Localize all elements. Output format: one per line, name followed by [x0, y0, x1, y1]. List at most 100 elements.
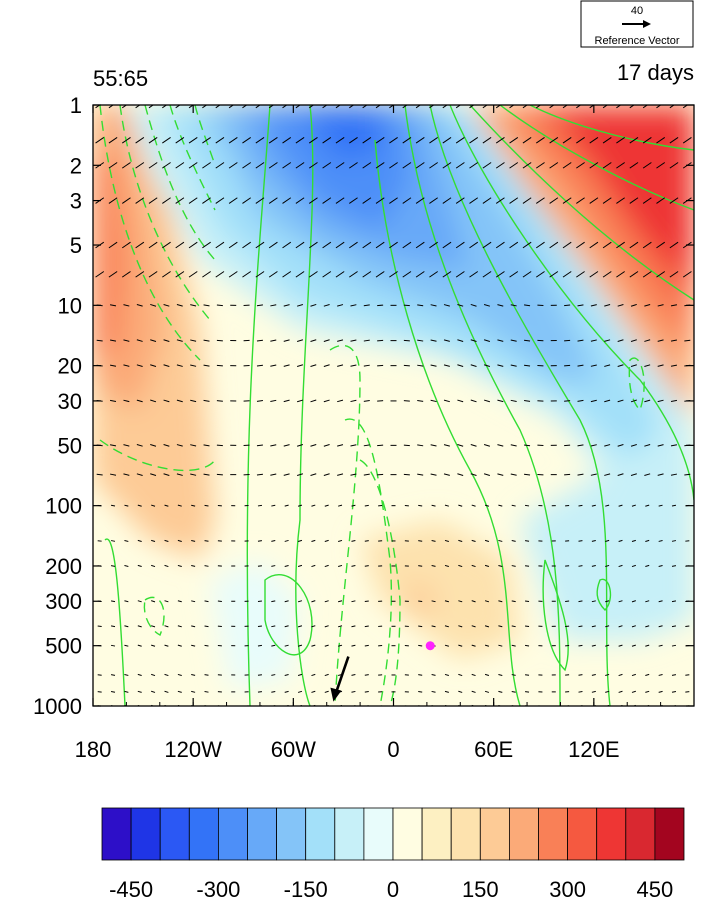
vector-arrow — [364, 644, 369, 647]
vector-arrow — [176, 473, 183, 476]
vector-arrow — [215, 271, 225, 278]
vector-arrow — [137, 600, 142, 603]
vector-arrow — [271, 674, 276, 676]
vector-arrow — [415, 241, 425, 249]
vector-arrow — [338, 564, 343, 567]
vector-arrow — [255, 137, 265, 144]
vector-arrow — [311, 539, 316, 543]
vector-arrow — [525, 540, 530, 542]
vector-arrow — [525, 644, 530, 647]
vector-arrow — [484, 600, 490, 603]
vector-arrow — [351, 625, 356, 628]
vector-arrow — [283, 339, 290, 342]
vector-arrow — [350, 473, 357, 476]
vector-arrow — [283, 399, 290, 403]
vector-arrow — [498, 690, 503, 693]
colorbar-swatch — [363, 807, 394, 861]
vector-arrow — [310, 443, 317, 447]
vector-arrow — [656, 162, 666, 169]
vector-arrow — [202, 162, 211, 169]
vector-arrow — [324, 600, 329, 603]
vector-arrow — [110, 565, 116, 567]
vector-arrow — [282, 271, 292, 278]
vector-arrow — [509, 197, 519, 204]
vector-arrow — [418, 691, 423, 693]
vector-arrow — [284, 644, 289, 647]
vector-arrow — [121, 197, 131, 204]
vector-arrow — [591, 565, 596, 567]
vector-arrow — [642, 162, 652, 169]
vector-arrow — [418, 625, 423, 628]
vector-arrow — [495, 137, 505, 144]
vector-arrow — [284, 504, 289, 507]
vector-arrow — [270, 364, 277, 367]
vector-arrow — [324, 673, 329, 677]
colorbar-tick-label: 300 — [549, 877, 586, 898]
vector-arrow — [577, 364, 584, 367]
vector-arrow — [188, 271, 198, 278]
vector-arrow — [629, 271, 639, 278]
vector-arrow — [255, 271, 265, 278]
vector-arrow — [337, 473, 344, 476]
vector-arrow — [164, 673, 169, 677]
location-marker — [425, 641, 435, 651]
vector-arrow — [191, 565, 196, 567]
x-tick-label: 120E — [568, 737, 619, 762]
vector-arrow — [137, 690, 142, 693]
vector-arrow — [177, 504, 182, 507]
vector-arrow — [590, 339, 597, 342]
vector-arrow — [109, 473, 117, 476]
y-tick-label: 2 — [70, 153, 82, 178]
vector-arrow — [631, 644, 636, 647]
vector-arrow — [190, 304, 197, 307]
vector-arrow — [497, 339, 504, 342]
vector-arrow — [682, 105, 689, 109]
vector-arrow — [121, 241, 131, 249]
vector-arrow — [216, 364, 223, 367]
vector-arrow — [482, 241, 492, 249]
vector-arrow — [522, 105, 528, 109]
vector-arrow — [682, 271, 692, 278]
title-left: 55:65 — [93, 66, 148, 91]
vector-arrow — [589, 197, 599, 204]
vector-arrow — [658, 565, 663, 567]
vector-arrow — [484, 673, 490, 677]
vector-arrow — [137, 644, 142, 647]
colorbar — [101, 807, 685, 861]
vector-arrow — [163, 399, 170, 403]
colorbar-swatch — [130, 807, 161, 861]
vector-arrow — [108, 197, 118, 204]
vector-arrow — [658, 539, 663, 542]
vector-arrow — [630, 473, 637, 476]
vector-arrow — [442, 137, 452, 144]
vector-arrow — [443, 364, 450, 367]
vector-arrow — [311, 504, 316, 507]
vector-arrow — [124, 600, 129, 603]
vector-arrow — [282, 162, 292, 169]
vector-arrow — [363, 304, 370, 307]
vector-arrow — [442, 105, 448, 109]
y-tick-label: 500 — [45, 634, 82, 659]
vector-arrow — [191, 600, 196, 603]
vector-arrow — [495, 197, 505, 204]
vector-arrow — [95, 105, 101, 109]
vector-arrow — [443, 444, 450, 447]
vector-arrow — [604, 444, 611, 447]
vector-arrow — [136, 364, 143, 367]
vector-arrow — [375, 137, 385, 144]
colorbar-swatch — [159, 807, 190, 861]
vector-arrow — [458, 600, 463, 603]
vector-arrow — [658, 673, 663, 676]
vector-arrow — [362, 271, 372, 278]
vector-arrow — [109, 339, 117, 342]
vector-arrow — [148, 241, 158, 249]
vector-arrow — [629, 241, 639, 249]
vector-arrow — [605, 673, 610, 676]
vector-arrow — [658, 600, 663, 603]
highlight-arrowhead — [330, 687, 342, 702]
vector-arrow — [297, 539, 303, 542]
vector-arrow — [417, 399, 424, 402]
vector-arrow — [471, 690, 476, 693]
vector-arrow — [202, 271, 211, 278]
